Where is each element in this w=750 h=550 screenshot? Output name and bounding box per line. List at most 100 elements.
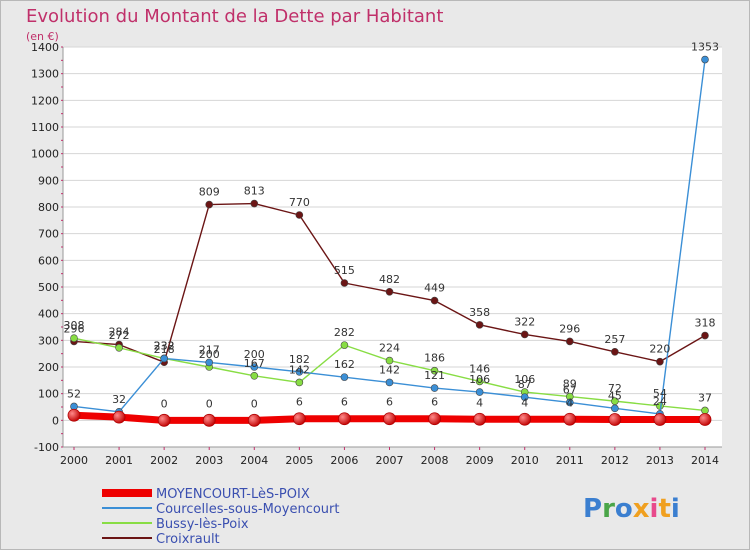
data-label: 1353 — [691, 41, 719, 54]
data-label: 515 — [334, 264, 355, 277]
data-label: 296 — [559, 322, 580, 335]
data-point — [611, 347, 619, 356]
data-label: 284 — [109, 326, 130, 339]
data-point — [295, 367, 304, 376]
x-tick-label: 2002 — [150, 454, 178, 467]
y-tick-label: 200 — [38, 361, 59, 374]
data-point — [160, 354, 168, 363]
data-label: 318 — [695, 317, 716, 330]
data-label: 37 — [698, 391, 712, 404]
legend-label: MOYENCOURT-LèS-POIX — [156, 487, 310, 502]
data-label: 6 — [341, 396, 348, 409]
data-point — [295, 211, 304, 219]
data-point — [202, 413, 216, 427]
x-tick-label: 2013 — [646, 454, 674, 467]
y-tick-label: 1100 — [31, 121, 59, 134]
data-label: 257 — [604, 333, 625, 346]
legend-swatch — [102, 522, 152, 524]
proxiti-logo: Proxiti — [583, 494, 680, 524]
data-label: 182 — [289, 353, 310, 366]
data-label: 770 — [289, 196, 310, 209]
data-point — [292, 412, 306, 426]
x-tick-label: 2004 — [240, 454, 268, 467]
data-label: 813 — [244, 185, 265, 198]
data-label: 232 — [154, 339, 175, 352]
data-label: 224 — [379, 342, 400, 355]
data-label: 146 — [469, 362, 490, 375]
data-label: 4 — [566, 396, 573, 409]
data-point — [653, 413, 667, 426]
data-point — [473, 412, 487, 426]
data-point — [475, 377, 484, 386]
data-point — [520, 393, 529, 401]
data-label: 322 — [514, 315, 535, 328]
data-point — [70, 334, 78, 343]
y-tick-label: 300 — [38, 334, 59, 347]
series-group — [67, 55, 712, 427]
data-label: 89 — [563, 378, 577, 391]
data-point — [430, 366, 439, 375]
data-point — [701, 55, 709, 64]
data-point — [112, 410, 126, 424]
axes: -100010020030040050060070080090010001100… — [31, 41, 722, 467]
y-tick-label: 0 — [52, 414, 59, 427]
legend-swatch — [102, 537, 152, 539]
data-label: 142 — [379, 363, 400, 376]
data-point — [338, 412, 351, 426]
data-point — [250, 199, 259, 208]
data-label: 0 — [206, 397, 213, 410]
data-label: 162 — [334, 358, 355, 371]
x-tick-label: 2000 — [60, 454, 88, 467]
data-label: 200 — [199, 348, 220, 361]
logo-letter: t — [658, 494, 670, 524]
data-point — [475, 388, 484, 396]
y-tick-label: -100 — [34, 441, 59, 454]
data-point — [340, 373, 349, 381]
data-label: 4 — [521, 396, 528, 409]
data-point — [115, 343, 123, 352]
legend-swatch — [102, 489, 152, 497]
y-tick-label: 1400 — [31, 41, 59, 54]
data-label: 67 — [563, 383, 577, 396]
data-label: 186 — [424, 352, 445, 365]
data-label: 54 — [653, 387, 667, 400]
data-label: 308 — [64, 319, 85, 332]
logo-letter: P — [583, 494, 602, 524]
data-point — [611, 404, 619, 413]
logo-letter: i — [671, 494, 680, 524]
x-tick-label: 2012 — [601, 454, 629, 467]
data-label: 52 — [67, 387, 81, 400]
y-tick-label: 1300 — [31, 68, 59, 81]
data-label: 232 — [154, 339, 175, 352]
data-point — [656, 357, 664, 366]
data-point — [565, 398, 574, 407]
data-label: 24 — [653, 395, 667, 408]
data-label: 32 — [112, 393, 126, 406]
data-label: 482 — [379, 273, 400, 286]
y-tick-label: 900 — [38, 174, 59, 187]
data-label: 87 — [518, 378, 532, 391]
data-point — [205, 200, 214, 209]
data-label: 272 — [109, 329, 130, 342]
legend-swatch — [102, 507, 152, 509]
data-label: 220 — [649, 343, 670, 356]
x-tick-label: 2006 — [330, 454, 358, 467]
data-label: 282 — [334, 326, 355, 339]
data-point — [701, 406, 709, 415]
data-point — [205, 358, 214, 367]
logo-text: Proxiti — [583, 494, 680, 524]
y-tick-label: 500 — [38, 281, 59, 294]
data-label: 200 — [244, 348, 265, 361]
data-point — [385, 378, 394, 387]
data-point — [430, 384, 439, 392]
data-point — [701, 331, 709, 340]
y-tick-label: 1000 — [31, 148, 59, 161]
data-label: 4 — [476, 396, 483, 409]
data-point — [340, 279, 349, 287]
plot-background — [63, 47, 722, 447]
data-point — [250, 371, 259, 380]
data-point — [385, 356, 394, 365]
data-label: 6 — [296, 396, 303, 409]
x-tick-label: 2005 — [285, 454, 313, 467]
